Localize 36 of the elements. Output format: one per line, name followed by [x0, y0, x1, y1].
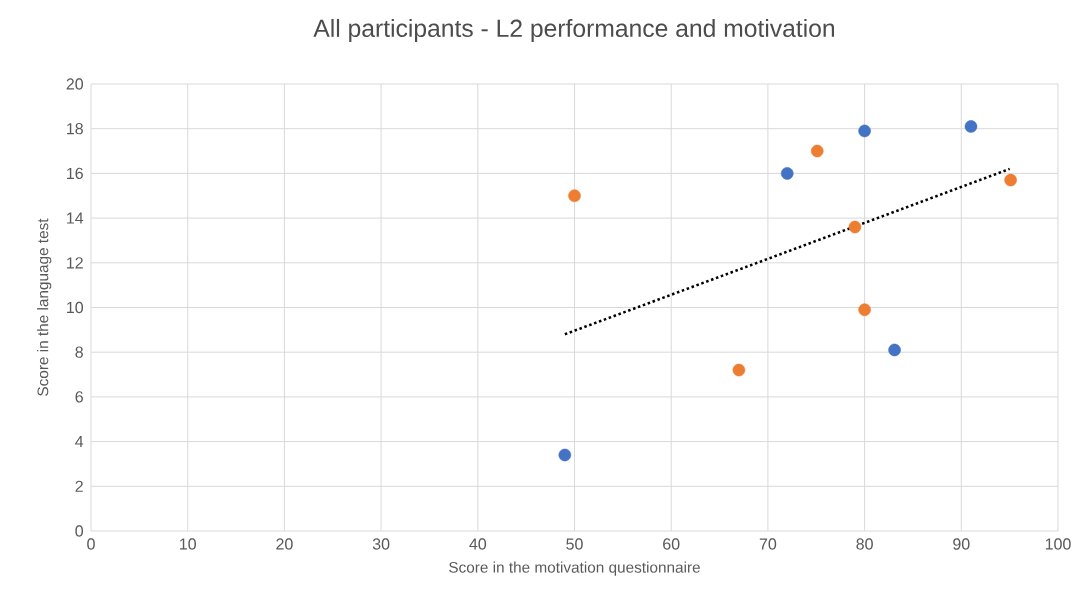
y-tick-label: 0 — [75, 525, 84, 537]
x-tick-label: 90 — [953, 538, 970, 550]
y-tick-label: 18 — [67, 123, 83, 135]
point — [780, 167, 794, 180]
x-tick-label: 80 — [856, 538, 873, 550]
x-tick-label: 50 — [566, 538, 583, 550]
y-axis-title: Score in the language test — [37, 218, 52, 396]
y-tick-label: 12 — [67, 257, 83, 269]
x-axis-title: Score in the motivation questionnaire — [449, 561, 700, 576]
x-tick-label: 30 — [372, 538, 390, 550]
point — [888, 343, 901, 357]
point — [858, 303, 871, 316]
point — [732, 363, 746, 377]
point — [964, 120, 978, 133]
point — [558, 448, 572, 462]
point — [848, 220, 862, 234]
y-tick-label: 14 — [67, 212, 84, 224]
x-tick-label: 60 — [663, 538, 680, 550]
y-tick-label: 6 — [75, 391, 83, 403]
x-tick-label: 0 — [87, 538, 95, 550]
y-tick-label: 8 — [75, 346, 83, 358]
point — [1004, 173, 1017, 187]
x-tick-label: 70 — [759, 538, 777, 550]
x-tick-label: 20 — [276, 538, 293, 550]
y-tick-label: 20 — [66, 78, 84, 90]
y-tick-label: 10 — [67, 301, 84, 314]
point — [810, 144, 824, 158]
y-tick-label: 2 — [75, 480, 83, 492]
y-tick-label: 16 — [67, 167, 83, 180]
chart-title: All participants - L2 performance and motivation — [313, 18, 835, 42]
point — [858, 124, 871, 138]
x-tick-label: 10 — [180, 538, 196, 550]
point — [568, 189, 581, 203]
x-tick-label: 40 — [469, 538, 487, 550]
y-tick-label: 4 — [75, 436, 84, 448]
x-tick-label: 100 — [1045, 538, 1071, 550]
